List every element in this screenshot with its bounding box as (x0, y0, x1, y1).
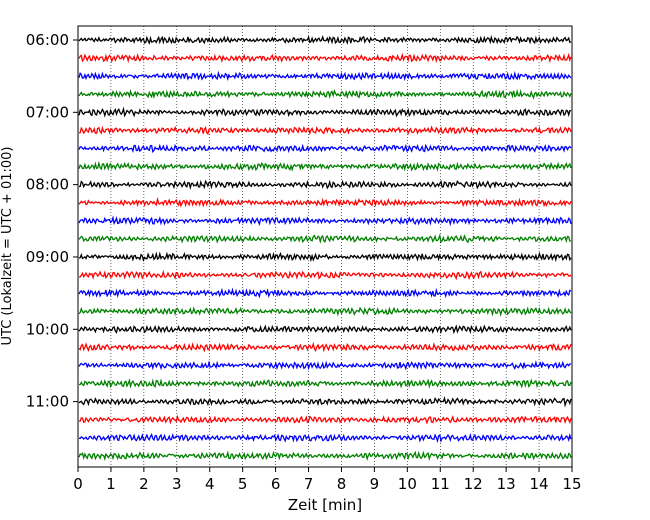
x-tick-label: 14 (530, 475, 549, 493)
trace-line (78, 251, 572, 263)
trace-line (78, 196, 572, 208)
x-tick-label: 9 (370, 475, 380, 493)
y-axis: 06:00 07:00 08:00 09:00 10:00 11:00 (26, 31, 78, 411)
x-axis-label: Zeit [min] (288, 496, 362, 514)
trace-line (78, 160, 572, 172)
x-tick-label: 10 (398, 475, 417, 493)
x-tick-label: 8 (337, 475, 347, 493)
y-tick-label: 06:00 (26, 31, 69, 49)
trace-line (78, 143, 572, 154)
traces-group (78, 34, 572, 462)
trace-line (78, 396, 572, 408)
trace-line (78, 287, 572, 299)
plot-frame (77, 25, 573, 468)
trace-line (78, 450, 572, 462)
trace-line (78, 70, 572, 82)
x-tick-label: 1 (106, 475, 116, 493)
y-tick-label: 11:00 (26, 393, 69, 411)
x-tick-label: 0 (73, 475, 83, 493)
trace-line (78, 88, 572, 100)
trace-line (78, 125, 572, 136)
trace-line (78, 378, 572, 389)
trace-line (78, 360, 572, 371)
x-tick-label: 15 (562, 475, 581, 493)
y-axis-label: UTC (Lokalzeit = UTC + 01:00) (0, 147, 15, 346)
y-tick-label: 09:00 (26, 248, 69, 266)
y-tick-label: 07:00 (26, 103, 69, 121)
x-tick-label: 5 (238, 475, 248, 493)
trace-line (78, 34, 572, 45)
trace-line (78, 306, 572, 318)
x-axis: 0 1 2 3 4 5 6 7 8 9 10 11 12 13 14 15 (73, 467, 582, 493)
y-tick-label: 10:00 (26, 320, 69, 338)
x-tick-label: 13 (497, 475, 516, 493)
x-tick-label: 12 (464, 475, 483, 493)
x-tick-label: 11 (431, 475, 450, 493)
trace-line (78, 324, 572, 335)
trace-line (78, 432, 572, 444)
x-tick-label: 2 (139, 475, 149, 493)
x-tick-label: 3 (172, 475, 182, 493)
y-tick-label: 08:00 (26, 176, 69, 194)
trace-line (78, 215, 572, 227)
trace-line (78, 341, 572, 353)
trace-line (78, 414, 572, 425)
x-tick-label: 7 (304, 475, 314, 493)
trace-line (78, 233, 572, 244)
trace-line (78, 179, 572, 190)
trace-line (78, 269, 572, 281)
trace-line (78, 52, 572, 64)
x-tick-label: 6 (271, 475, 281, 493)
trace-line (78, 106, 572, 118)
x-tick-label: 4 (205, 475, 215, 493)
